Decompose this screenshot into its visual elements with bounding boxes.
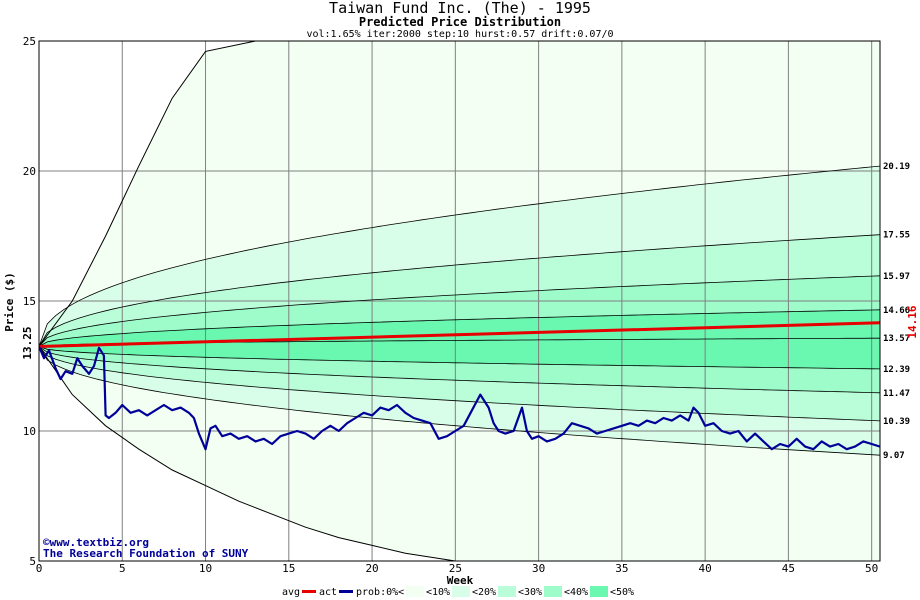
- plot-area: [39, 41, 880, 561]
- band-50pct: [39, 309, 880, 369]
- legend-act-swatch: [339, 590, 353, 593]
- percentile-end-label: 10.39: [883, 417, 910, 427]
- legend-band-label: <50%: [610, 587, 634, 598]
- percentile-end-label: 13.57: [883, 334, 910, 344]
- x-tick-label: 50: [865, 562, 878, 575]
- legend-band-swatch: [406, 586, 424, 597]
- legend-band-label: <10%: [426, 587, 450, 598]
- x-axis-label: Week: [447, 574, 474, 587]
- percentile-end-label: 20.19: [883, 162, 910, 172]
- x-tick-label: 35: [615, 562, 628, 575]
- x-tick-label: 20: [365, 562, 378, 575]
- x-tick-label: 40: [699, 562, 712, 575]
- percentile-line: [39, 346, 880, 394]
- y-tick-label: 10: [23, 425, 36, 438]
- avg-line: [39, 321, 880, 348]
- y-tick-label: 20: [23, 165, 36, 178]
- percentile-end-label: 9.07: [883, 451, 905, 461]
- y-axis-label: Price ($): [3, 272, 16, 332]
- x-tick-label: 15: [282, 562, 295, 575]
- chart-legend: avg act prob:0%< <10% <20% <30% <40% <50%: [282, 586, 634, 598]
- chart-params: vol:1.65% iter:2000 step:10 hurst:0.57 d…: [306, 29, 613, 40]
- y-tick-label: 15: [23, 295, 36, 308]
- credit-site: ©www.textbiz.org: [43, 536, 149, 549]
- start-price-label: 13.25: [21, 326, 34, 359]
- legend-avg-label: avg: [282, 587, 300, 598]
- percentile-line: [39, 346, 880, 456]
- legend-act-label: act: [319, 587, 337, 598]
- legend-band-label: <40%: [564, 587, 588, 598]
- legend-band-swatch: [544, 586, 562, 597]
- percentile-line: [39, 234, 880, 347]
- legend-avg-swatch: [302, 590, 316, 593]
- x-tick-label: 5: [119, 562, 126, 575]
- percentile-line: [39, 165, 880, 347]
- actual-price-line: [39, 346, 880, 451]
- legend-band-swatch: [452, 586, 470, 597]
- outer-lower-line: [39, 346, 456, 561]
- y-tick-label: 5: [29, 555, 36, 568]
- x-tick-label: 25: [449, 562, 462, 575]
- x-tick-label: 10: [199, 562, 212, 575]
- percentile-line: [39, 346, 880, 370]
- end-avg-price-label: 14.16: [906, 305, 919, 338]
- percentile-end-label: 12.39: [883, 365, 910, 375]
- outer-upper-line: [39, 41, 256, 347]
- x-tick-label: 30: [532, 562, 545, 575]
- legend-band-swatch: [590, 586, 608, 597]
- percentile-end-label: 15.97: [883, 272, 910, 282]
- legend-band-label: <20%: [472, 587, 496, 598]
- chart-title: Taiwan Fund Inc. (The) - 1995: [329, 0, 591, 17]
- percentile-line: [39, 309, 880, 347]
- x-tick-label: 0: [36, 562, 43, 575]
- chart-subtitle: Predicted Price Distribution: [359, 15, 561, 29]
- percentile-end-label: 11.47: [883, 389, 910, 399]
- legend-band-label: <30%: [518, 587, 542, 598]
- y-tick-label: 25: [23, 35, 36, 48]
- x-tick-label: 45: [782, 562, 795, 575]
- percentile-end-label: 17.55: [883, 231, 910, 241]
- plot-frame: [38, 40, 881, 562]
- percentile-line: [39, 275, 880, 347]
- legend-prob-label: prob:0%<: [356, 587, 404, 598]
- legend-band-swatch: [498, 586, 516, 597]
- percentile-end-label: 14.66: [883, 306, 910, 316]
- percentile-line: [39, 346, 880, 422]
- credit-org: The Research Foundation of SUNY: [43, 547, 249, 560]
